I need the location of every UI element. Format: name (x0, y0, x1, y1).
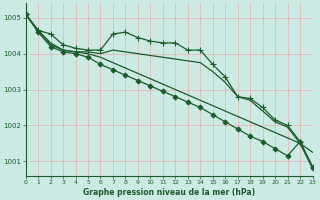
X-axis label: Graphe pression niveau de la mer (hPa): Graphe pression niveau de la mer (hPa) (83, 188, 255, 197)
